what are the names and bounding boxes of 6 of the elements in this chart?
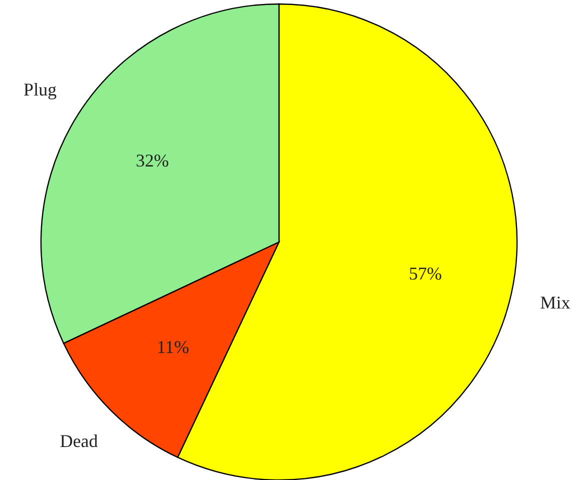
slice-label: Dead [60, 431, 98, 452]
data-label: 57% [408, 264, 442, 284]
data-label: 11% [156, 337, 190, 358]
slice-label: Plug [24, 79, 57, 100]
slice-label: Mix [540, 292, 570, 313]
data-label: 32% [136, 150, 169, 171]
